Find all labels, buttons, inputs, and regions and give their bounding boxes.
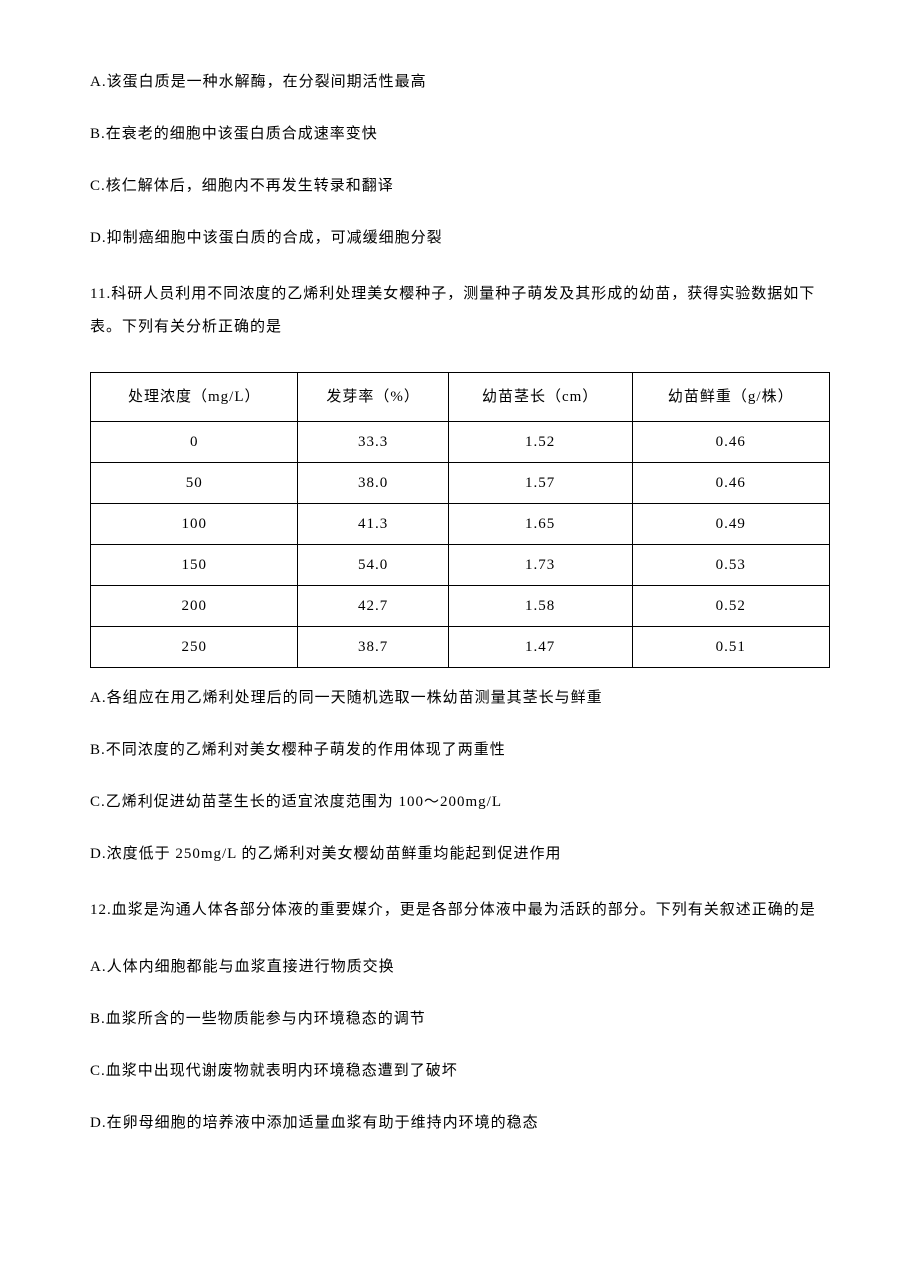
q10-option-a: A.该蛋白质是一种水解酶，在分裂间期活性最高 [90, 70, 830, 94]
table-cell: 200 [91, 586, 298, 627]
table-cell: 0.46 [632, 422, 830, 463]
table-cell: 1.65 [448, 504, 632, 545]
table-row: 150 54.0 1.73 0.53 [91, 545, 830, 586]
table-header-col0: 处理浓度（mg/L） [91, 373, 298, 422]
table-header-col2: 幼苗茎长（cm） [448, 373, 632, 422]
table-cell: 150 [91, 545, 298, 586]
q11-stem: 11.科研人员利用不同浓度的乙烯利处理美女樱种子，测量种子萌发及其形成的幼苗，获… [90, 278, 830, 344]
q12-stem: 12.血浆是沟通人体各部分体液的重要媒介，更是各部分体液中最为活跃的部分。下列有… [90, 894, 830, 927]
table-cell: 42.7 [298, 586, 448, 627]
table-cell: 41.3 [298, 504, 448, 545]
table-cell: 38.0 [298, 463, 448, 504]
q12-option-d: D.在卵母细胞的培养液中添加适量血浆有助于维持内环境的稳态 [90, 1111, 830, 1135]
q11-option-a: A.各组应在用乙烯利处理后的同一天随机选取一株幼苗测量其茎长与鲜重 [90, 686, 830, 710]
table-cell: 1.52 [448, 422, 632, 463]
table-cell: 1.73 [448, 545, 632, 586]
table-cell: 38.7 [298, 627, 448, 668]
table-header-row: 处理浓度（mg/L） 发芽率（%） 幼苗茎长（cm） 幼苗鲜重（g/株） [91, 373, 830, 422]
q12-option-b: B.血浆所含的一些物质能参与内环境稳态的调节 [90, 1007, 830, 1031]
table-cell: 54.0 [298, 545, 448, 586]
q11-option-b: B.不同浓度的乙烯利对美女樱种子萌发的作用体现了两重性 [90, 738, 830, 762]
table-cell: 0.51 [632, 627, 830, 668]
table-header-col1: 发芽率（%） [298, 373, 448, 422]
table-cell: 1.58 [448, 586, 632, 627]
table-row: 0 33.3 1.52 0.46 [91, 422, 830, 463]
table-cell: 0.52 [632, 586, 830, 627]
q11-data-table: 处理浓度（mg/L） 发芽率（%） 幼苗茎长（cm） 幼苗鲜重（g/株） 0 3… [90, 372, 830, 668]
table-cell: 0 [91, 422, 298, 463]
table-cell: 0.46 [632, 463, 830, 504]
q10-option-b: B.在衰老的细胞中该蛋白质合成速率变快 [90, 122, 830, 146]
table-cell: 0.49 [632, 504, 830, 545]
table-header-col3: 幼苗鲜重（g/株） [632, 373, 830, 422]
table-cell: 1.57 [448, 463, 632, 504]
table-row: 100 41.3 1.65 0.49 [91, 504, 830, 545]
table-cell: 1.47 [448, 627, 632, 668]
q10-option-d: D.抑制癌细胞中该蛋白质的合成，可减缓细胞分裂 [90, 226, 830, 250]
q10-option-c: C.核仁解体后，细胞内不再发生转录和翻译 [90, 174, 830, 198]
q11-option-c: C.乙烯利促进幼苗茎生长的适宜浓度范围为 100～200mg/L [90, 790, 830, 814]
table-cell: 0.53 [632, 545, 830, 586]
table-cell: 50 [91, 463, 298, 504]
table-row: 200 42.7 1.58 0.52 [91, 586, 830, 627]
q12-option-a: A.人体内细胞都能与血浆直接进行物质交换 [90, 955, 830, 979]
table-row: 50 38.0 1.57 0.46 [91, 463, 830, 504]
table-cell: 33.3 [298, 422, 448, 463]
q12-option-c: C.血浆中出现代谢废物就表明内环境稳态遭到了破坏 [90, 1059, 830, 1083]
table-row: 250 38.7 1.47 0.51 [91, 627, 830, 668]
table-cell: 250 [91, 627, 298, 668]
table-cell: 100 [91, 504, 298, 545]
q11-option-d: D.浓度低于 250mg/L 的乙烯利对美女樱幼苗鲜重均能起到促进作用 [90, 842, 830, 866]
